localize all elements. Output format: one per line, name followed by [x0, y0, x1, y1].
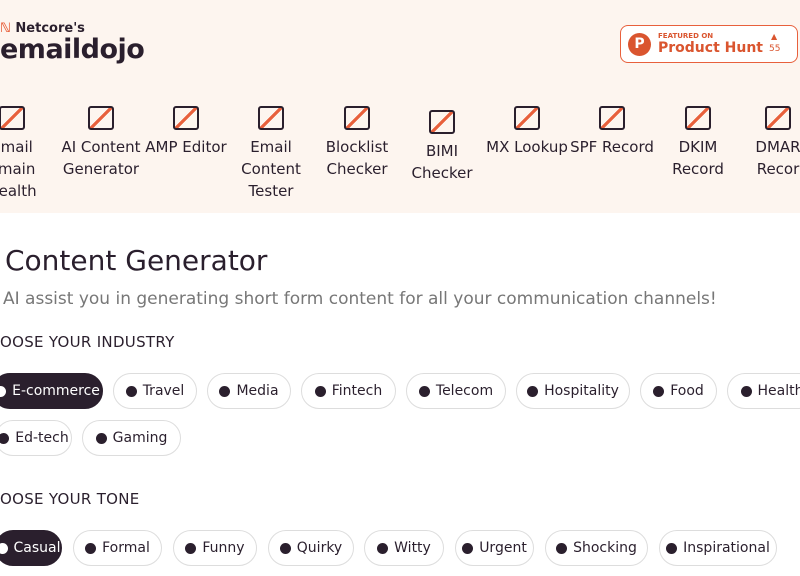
tool-link[interactable]: BIMI Checker: [399, 110, 485, 184]
chip-icon: [0, 385, 7, 397]
tool-label: SPF Record: [570, 138, 654, 156]
chip-icon: [653, 385, 665, 397]
tool-link[interactable]: SPF Record: [569, 106, 655, 158]
tool-icon: [258, 106, 284, 130]
tool-link[interactable]: Blocklist Checker: [314, 106, 400, 180]
ph-count: 55: [769, 44, 781, 54]
tool-icon: [88, 106, 114, 130]
product-hunt-badge[interactable]: P FEATURED ON Product Hunt ▲ 55: [620, 25, 798, 63]
chip-label: Shocking: [573, 540, 637, 556]
chip-label: Gaming: [112, 430, 168, 446]
chip-label: Hospitality: [544, 383, 619, 399]
brand[interactable]: emaildojo: [0, 34, 145, 65]
chip-icon: [418, 385, 430, 397]
option-chip[interactable]: Witty: [364, 530, 444, 566]
ph-name: Product Hunt: [658, 40, 763, 56]
chip-icon: [314, 385, 326, 397]
chip-label: Ed-tech: [15, 430, 69, 446]
tool-link[interactable]: Email omain Health: [0, 106, 55, 202]
option-chip[interactable]: Ed-tech: [0, 420, 72, 456]
tool-link[interactable]: MX Lookup: [484, 106, 570, 158]
option-chip[interactable]: Hospitality: [516, 373, 630, 409]
option-chip[interactable]: Urgent: [455, 530, 534, 566]
tool-icon: [765, 106, 791, 130]
chip-label: Funny: [202, 540, 245, 556]
option-chip[interactable]: Casual: [0, 530, 62, 566]
option-chip[interactable]: Travel: [113, 373, 197, 409]
chip-label: Food: [670, 383, 704, 399]
chip-icon: [185, 542, 197, 554]
featured: FEATURED ON: [658, 32, 714, 40]
tool-icon: [599, 106, 625, 130]
page-title: Content Generator: [5, 244, 268, 277]
chip-icon: [740, 385, 752, 397]
option-chip[interactable]: Quirky: [268, 530, 354, 566]
brand-small: ℕ Netcore's: [0, 21, 85, 36]
option-chip[interactable]: Media: [207, 373, 291, 409]
chip-label: Fintech: [331, 383, 383, 399]
option-chip[interactable]: Gaming: [82, 420, 181, 456]
tool-link[interactable]: Email Content Tester: [228, 106, 314, 202]
tool-icon: [429, 110, 455, 134]
chip-label: Urgent: [479, 540, 527, 556]
option-chip[interactable]: E-commerce: [0, 373, 103, 409]
chip-icon: [219, 385, 231, 397]
chip-icon: [0, 542, 8, 554]
section-label: OOSE YOUR TONE: [0, 490, 140, 508]
chip-icon: [666, 542, 678, 554]
tool-label: AMP Editor: [145, 138, 227, 156]
option-chip[interactable]: Health: [727, 373, 800, 409]
option-chip[interactable]: Shocking: [545, 530, 648, 566]
page-subtitle: AI assist you in generating short form c…: [3, 289, 717, 309]
chip-label: Inspirational: [683, 540, 770, 556]
chip-label: Travel: [142, 383, 185, 399]
tool-label: Email Content Tester: [241, 138, 301, 200]
tool-link[interactable]: DMAR Recor: [735, 106, 800, 180]
chip-label: Witty: [394, 540, 431, 556]
upvote: ▲: [771, 32, 778, 41]
chip-label: Casual: [13, 540, 61, 556]
tool-icon: [514, 106, 540, 130]
tool-link[interactable]: AI Content Generator: [58, 106, 144, 180]
option-chip[interactable]: Food: [640, 373, 717, 409]
tool-label: DMAR Recor: [755, 138, 800, 178]
tool-label: BIMI Checker: [411, 142, 473, 182]
option-chip[interactable]: Inspirational: [659, 530, 777, 566]
tool-icon: [344, 106, 370, 130]
tool-label: AI Content Generator: [61, 138, 141, 178]
chip-icon: [527, 385, 539, 397]
option-chip[interactable]: Funny: [173, 530, 257, 566]
chip-label: Quirky: [296, 540, 343, 556]
tool-link[interactable]: AMP Editor: [143, 106, 229, 158]
chip-icon: [462, 542, 474, 554]
tool-icon: [685, 106, 711, 130]
tool-link[interactable]: DKIM Record: [655, 106, 741, 180]
tool-label: DKIM Record: [672, 138, 724, 178]
chip-label: Media: [236, 383, 279, 399]
tool-label: Email omain Health: [0, 138, 37, 200]
option-chip[interactable]: Fintech: [301, 373, 396, 409]
chip-label: Formal: [102, 540, 150, 556]
chip-icon: [0, 432, 10, 444]
chip-icon: [556, 542, 568, 554]
chip-icon: [377, 542, 389, 554]
chip-label: Health: [757, 383, 800, 399]
tool-icon: [0, 106, 25, 130]
option-chip[interactable]: Telecom: [406, 373, 506, 409]
chip-icon: [279, 542, 291, 554]
brand-small-text: Netcore's: [15, 21, 85, 36]
tool-label: MX Lookup: [486, 138, 568, 156]
section-label: OOSE YOUR INDUSTRY: [0, 333, 175, 351]
tool-label: Blocklist Checker: [325, 138, 389, 178]
chip-icon: [85, 542, 97, 554]
ph-logo: P: [628, 33, 651, 56]
chip-label: Telecom: [435, 383, 494, 399]
chip-icon: [125, 385, 137, 397]
tool-icon: [173, 106, 199, 130]
chip-icon: [95, 432, 107, 444]
chip-label: E-commerce: [12, 383, 100, 399]
option-chip[interactable]: Formal: [73, 530, 162, 566]
